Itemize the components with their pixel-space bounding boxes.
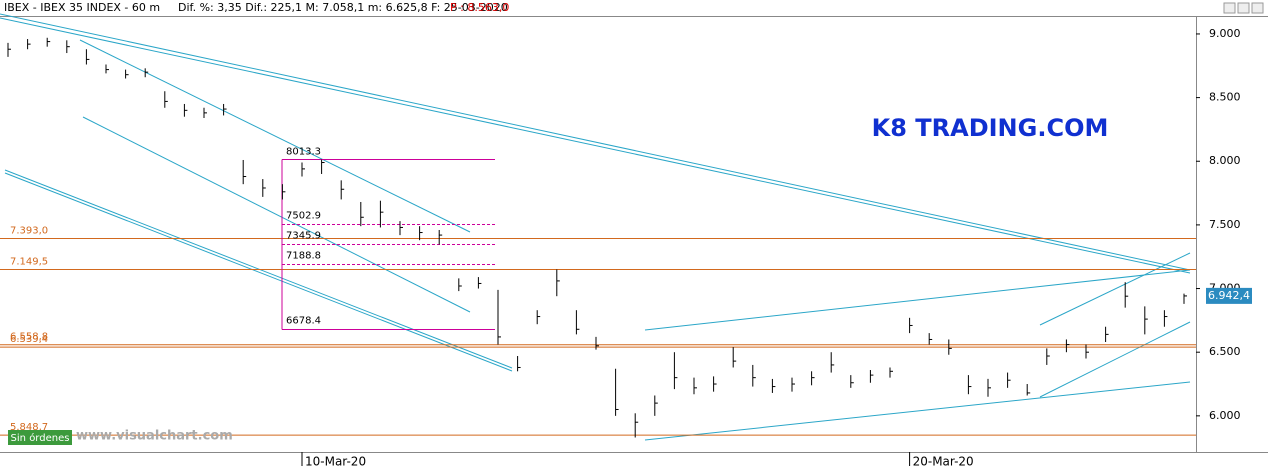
status-badge[interactable] xyxy=(8,430,72,445)
chart-title: IBEX - IBEX 35 INDEX - 60 m xyxy=(4,1,160,14)
x-tick-label: 10-Mar-20 xyxy=(305,455,366,469)
box-level-label: 7188.8 xyxy=(286,251,321,262)
status[interactable]: Sin órdenes xyxy=(11,432,70,444)
trend-line xyxy=(0,13,1191,271)
stats: Dif. %: 3,35 Dif.: 225,1 M: 7.058,1 m: 6… xyxy=(178,1,508,14)
trend-line xyxy=(82,116,471,313)
y-tick-label: 7.500 xyxy=(1209,218,1241,231)
x-tick-label: 20-Mar-20 xyxy=(913,455,974,469)
y-tick-label: 6.500 xyxy=(1209,345,1241,358)
box-level-label: 8013.3 xyxy=(286,147,321,158)
y-tick-label: 8.500 xyxy=(1209,91,1241,104)
box-level-label: 6678.4 xyxy=(286,315,321,326)
window-button[interactable] xyxy=(1223,2,1236,14)
trend-line xyxy=(1039,321,1191,398)
last-price: 6.942,4 xyxy=(1208,289,1250,302)
trend-line xyxy=(0,17,1191,274)
last-price-box xyxy=(1206,287,1252,304)
window-button[interactable] xyxy=(1237,2,1250,14)
box-level-label: 7345.9 xyxy=(286,231,321,242)
site: www.visualchart.com xyxy=(76,429,233,444)
y-tick-label: 9.000 xyxy=(1209,27,1241,40)
y-tick-label: 8.000 xyxy=(1209,154,1241,167)
window-button[interactable] xyxy=(1251,2,1264,14)
trend-line xyxy=(1039,252,1191,326)
box-level-label: 7502.9 xyxy=(286,211,321,222)
trend-line xyxy=(4,169,513,369)
level-label: 5.848,7 xyxy=(10,422,48,433)
trend-line xyxy=(4,172,513,372)
level-label: 6.558,8 xyxy=(10,332,48,343)
y-tick-label: 6.000 xyxy=(1209,409,1241,422)
level-label: 7.149,5 xyxy=(10,257,48,268)
window-buttons xyxy=(1223,2,1264,14)
stat-p: P : 8.563,0 xyxy=(450,1,509,14)
trend-line xyxy=(644,269,1191,331)
level-label: 7.393,0 xyxy=(10,226,48,237)
trend-line xyxy=(644,381,1191,441)
level-label: 6.539,4 xyxy=(10,334,48,345)
watermark: K8 TRADING.COM xyxy=(872,114,1109,142)
